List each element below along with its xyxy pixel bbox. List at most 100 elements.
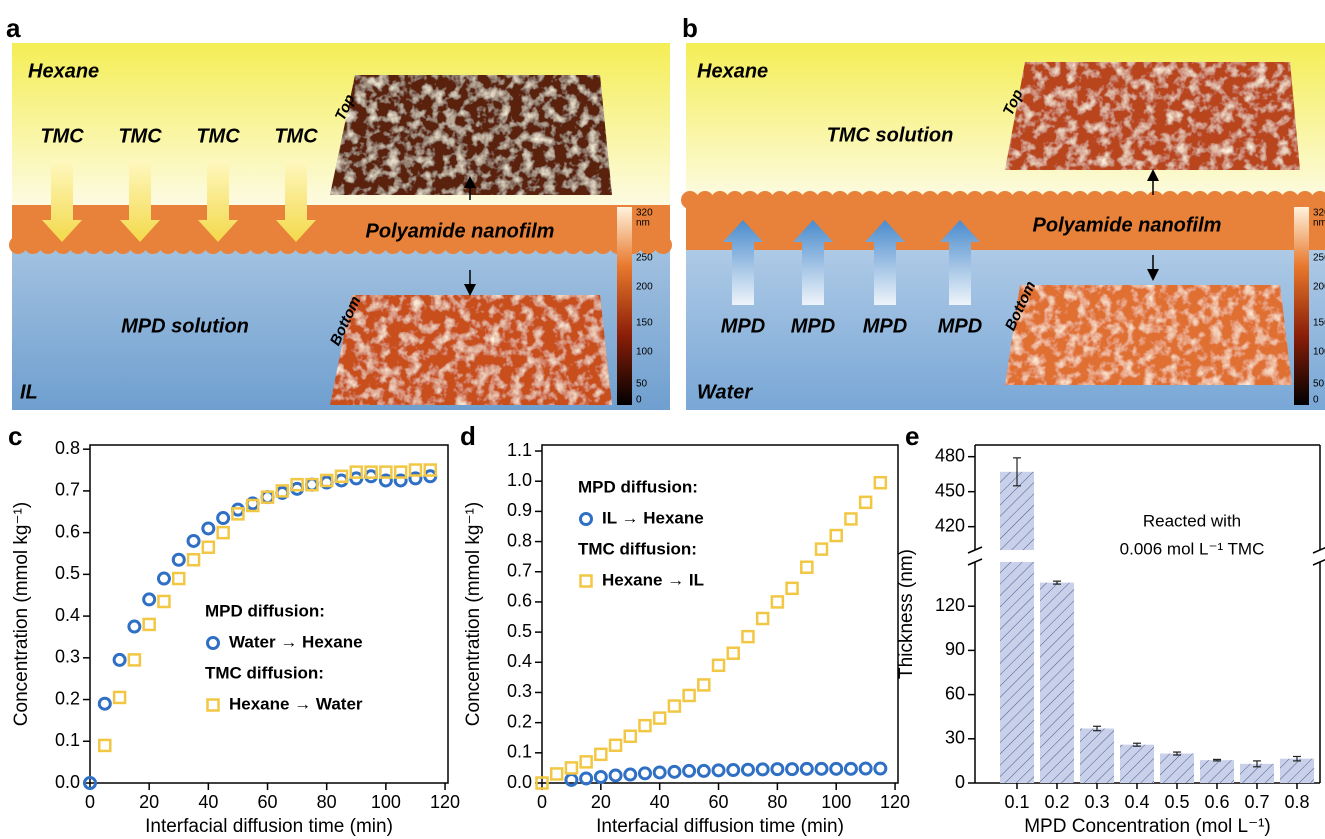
point	[713, 765, 724, 776]
colorbar-label: 250	[636, 253, 653, 264]
y-tick-label: 0.1	[507, 742, 532, 762]
y-tick-label: 0.0	[507, 772, 532, 792]
point	[757, 613, 768, 624]
colorbar-label: 100	[1313, 347, 1325, 358]
point	[173, 573, 184, 584]
y-tick-label: 120	[935, 595, 965, 615]
y-tick-label: 0.1	[55, 730, 80, 750]
film-label: Polyamide nanofilm	[1033, 214, 1222, 236]
point	[144, 619, 155, 630]
y-tick-label: 0.8	[55, 438, 80, 458]
solution-label: MPD solution	[121, 315, 249, 337]
colorbar-label: 50	[636, 379, 648, 390]
point	[292, 483, 303, 494]
point	[816, 544, 827, 555]
x-tick-label: 80	[767, 792, 787, 812]
point	[742, 631, 753, 642]
colorbar-label: 250	[1313, 253, 1325, 264]
y-tick-label: 0.5	[507, 621, 532, 641]
point	[860, 497, 871, 508]
point	[566, 762, 577, 773]
point	[713, 660, 724, 671]
film-label: Polyamide nanofilm	[366, 220, 555, 242]
legend-heading: TMC diffusion:	[578, 539, 697, 558]
point	[875, 477, 886, 488]
point	[595, 749, 606, 760]
colorbar	[1294, 207, 1309, 405]
legend-marker	[581, 576, 592, 587]
y-tick-label: 0.7	[507, 561, 532, 581]
point	[203, 542, 214, 553]
y-tick-label: 0.8	[507, 530, 532, 550]
point	[366, 471, 377, 482]
point	[787, 764, 798, 775]
legend-marker	[208, 700, 219, 711]
x-tick-label: 0.7	[1244, 792, 1269, 812]
point	[218, 527, 229, 538]
phase-label: Hexane	[28, 60, 99, 82]
point	[625, 731, 636, 742]
afm-bottom	[330, 295, 612, 405]
legend-marker	[581, 514, 592, 525]
phase-label: Hexane	[697, 60, 768, 82]
point	[639, 720, 650, 731]
point	[129, 654, 140, 665]
y-tick-label: 480	[935, 445, 965, 465]
x-tick-label: 0.1	[1004, 792, 1029, 812]
legend-label: Hexane → IL	[602, 570, 704, 589]
point	[669, 766, 680, 777]
point	[684, 690, 695, 701]
y-axis-label: Concentration (mmol kg⁻¹)	[11, 502, 32, 726]
y-tick-label: 0.4	[507, 651, 532, 671]
colorbar	[617, 207, 632, 405]
colorbar-label: 200	[1313, 282, 1325, 293]
point	[684, 765, 695, 776]
panel-label: d	[460, 421, 476, 451]
point	[203, 523, 214, 534]
colorbar-label: 150	[636, 318, 653, 329]
x-tick-label: 0.8	[1284, 792, 1309, 812]
x-tick-label: 0.4	[1124, 792, 1149, 812]
afm-bottom	[1005, 285, 1292, 385]
point	[757, 764, 768, 775]
afm-top	[1005, 62, 1300, 170]
y-tick-label: 0.2	[55, 688, 80, 708]
x-axis-label: MPD Concentration (mol L⁻¹)	[1024, 816, 1271, 837]
x-tick-label: 120	[880, 792, 910, 812]
charts: 0204060801001200.00.10.20.30.40.50.60.70…	[8, 421, 1325, 837]
panel-label: a	[6, 13, 21, 43]
y-tick-label: 0.0	[55, 772, 80, 792]
point	[845, 513, 856, 524]
y-tick-label: 0.2	[507, 711, 532, 731]
y-tick-label: 0.4	[55, 605, 80, 625]
point	[306, 479, 317, 490]
point	[114, 692, 125, 703]
legend-label: Water → Hexane	[229, 632, 363, 651]
point	[158, 596, 169, 607]
bar	[1040, 583, 1074, 783]
point	[639, 768, 650, 779]
y-tick-label: 0.3	[507, 681, 532, 701]
point	[875, 763, 886, 774]
point	[173, 554, 184, 565]
y-tick-label: 0.5	[55, 563, 80, 583]
colorbar-label: nm	[1313, 218, 1325, 229]
y-tick-label: 0	[955, 772, 965, 792]
x-tick-label: 20	[139, 792, 159, 812]
point	[698, 679, 709, 690]
y-tick-label: 90	[945, 639, 965, 659]
x-tick-label: 60	[709, 792, 729, 812]
bar	[1000, 562, 1034, 783]
point	[595, 771, 606, 782]
point	[654, 713, 665, 724]
point	[742, 764, 753, 775]
y-tick-label: 60	[945, 683, 965, 703]
y-tick-label: 0.9	[507, 500, 532, 520]
colorbar-label: 150	[1313, 318, 1325, 329]
legend-heading: TMC diffusion:	[205, 663, 324, 682]
annotation: Reacted with	[1143, 511, 1241, 530]
point	[262, 492, 273, 503]
reagent-label: TMC	[40, 125, 84, 147]
x-tick-label: 40	[650, 792, 670, 812]
panel-label: e	[905, 421, 919, 451]
